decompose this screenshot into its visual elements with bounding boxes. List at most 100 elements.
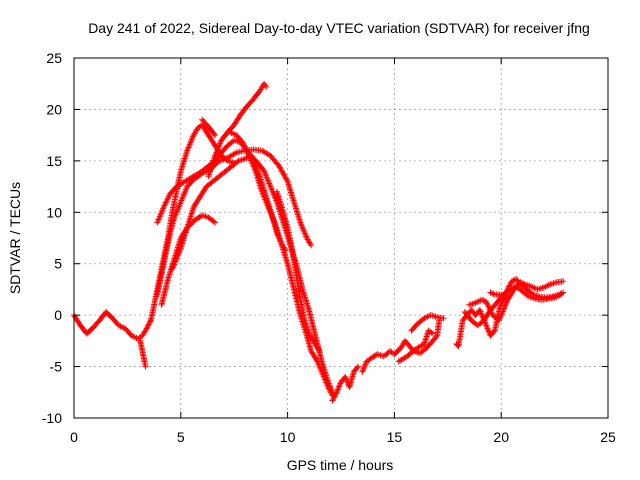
data-point (490, 328, 497, 335)
data-point (211, 130, 218, 137)
data-point (485, 328, 492, 335)
data-point (171, 261, 178, 268)
data-point (330, 394, 337, 401)
data-point (498, 311, 505, 318)
data-point (239, 139, 246, 146)
data-point (484, 325, 491, 332)
data-point (478, 296, 485, 303)
data-point (328, 389, 335, 396)
data-point (334, 387, 341, 394)
data-points (71, 80, 567, 404)
data-point (520, 280, 527, 287)
data-point (488, 290, 495, 297)
data-point (507, 280, 514, 287)
data-point (360, 365, 367, 372)
data-point (362, 361, 369, 368)
data-point (361, 362, 368, 369)
data-point (147, 318, 154, 325)
data-point (503, 298, 510, 305)
data-point (334, 386, 341, 393)
data-point (500, 307, 507, 313)
data-point (333, 390, 340, 397)
data-point (211, 219, 218, 226)
data-point (177, 246, 184, 253)
data-point (241, 142, 248, 149)
y-tick-label: -5 (50, 359, 63, 375)
data-point (331, 393, 338, 400)
data-point (361, 364, 368, 371)
data-point (333, 389, 340, 396)
data-point (497, 312, 504, 319)
data-point (499, 308, 506, 315)
data-point (558, 291, 565, 298)
data-point (499, 309, 506, 316)
data-point (502, 301, 509, 308)
data-point (145, 322, 152, 329)
data-point (501, 304, 508, 311)
data-point (499, 292, 506, 299)
data-point (355, 363, 362, 370)
data-point (342, 373, 349, 380)
data-point (307, 240, 314, 247)
y-tick-label: 15 (46, 153, 62, 169)
data-point (560, 278, 567, 285)
x-tick-label: 15 (387, 429, 403, 445)
data-point (146, 320, 153, 327)
data-point (484, 301, 491, 308)
data-point (221, 155, 228, 162)
data-point (487, 289, 494, 296)
data-point (142, 363, 149, 370)
data-point (174, 252, 181, 259)
data-point (315, 346, 322, 353)
data-point (164, 195, 171, 202)
y-tick-label: 5 (54, 256, 62, 272)
data-point (219, 156, 226, 163)
data-point (315, 359, 322, 366)
x-tick-label: 25 (600, 429, 616, 445)
data-point (315, 361, 322, 368)
data-point (162, 201, 169, 208)
data-point (488, 309, 495, 316)
data-point (342, 375, 349, 382)
data-point (503, 299, 510, 306)
x-tick-label: 20 (493, 429, 509, 445)
data-point (486, 304, 493, 311)
y-tick-label: 0 (54, 307, 62, 323)
x-tick-label: 10 (280, 429, 296, 445)
data-point (241, 143, 248, 150)
data-point (496, 317, 503, 324)
data-point (483, 322, 490, 329)
data-point (502, 302, 509, 309)
data-point (245, 151, 252, 158)
data-point (244, 148, 251, 155)
data-point (336, 383, 343, 390)
data-point (317, 365, 324, 372)
data-point (359, 367, 366, 374)
data-point (343, 376, 350, 383)
data-point (517, 279, 524, 286)
ticks (73, 57, 609, 419)
data-point (244, 149, 251, 156)
data-point (485, 303, 492, 310)
y-tick-label: 20 (46, 101, 62, 117)
data-point (501, 292, 508, 299)
data-point (316, 362, 323, 369)
data-point (480, 297, 487, 304)
data-point (316, 364, 323, 371)
data-point (223, 155, 230, 162)
data-point (143, 325, 150, 332)
data-point (263, 83, 270, 90)
data-point (316, 348, 323, 355)
data-point (175, 251, 182, 258)
data-point (165, 193, 172, 200)
data-point (508, 278, 515, 285)
data-point (171, 259, 178, 266)
data-point (313, 357, 320, 364)
data-point (327, 388, 334, 395)
data-point (169, 265, 176, 272)
data-point (169, 264, 176, 271)
data-point (326, 386, 333, 393)
data-point (483, 298, 490, 305)
data-point (175, 249, 182, 256)
